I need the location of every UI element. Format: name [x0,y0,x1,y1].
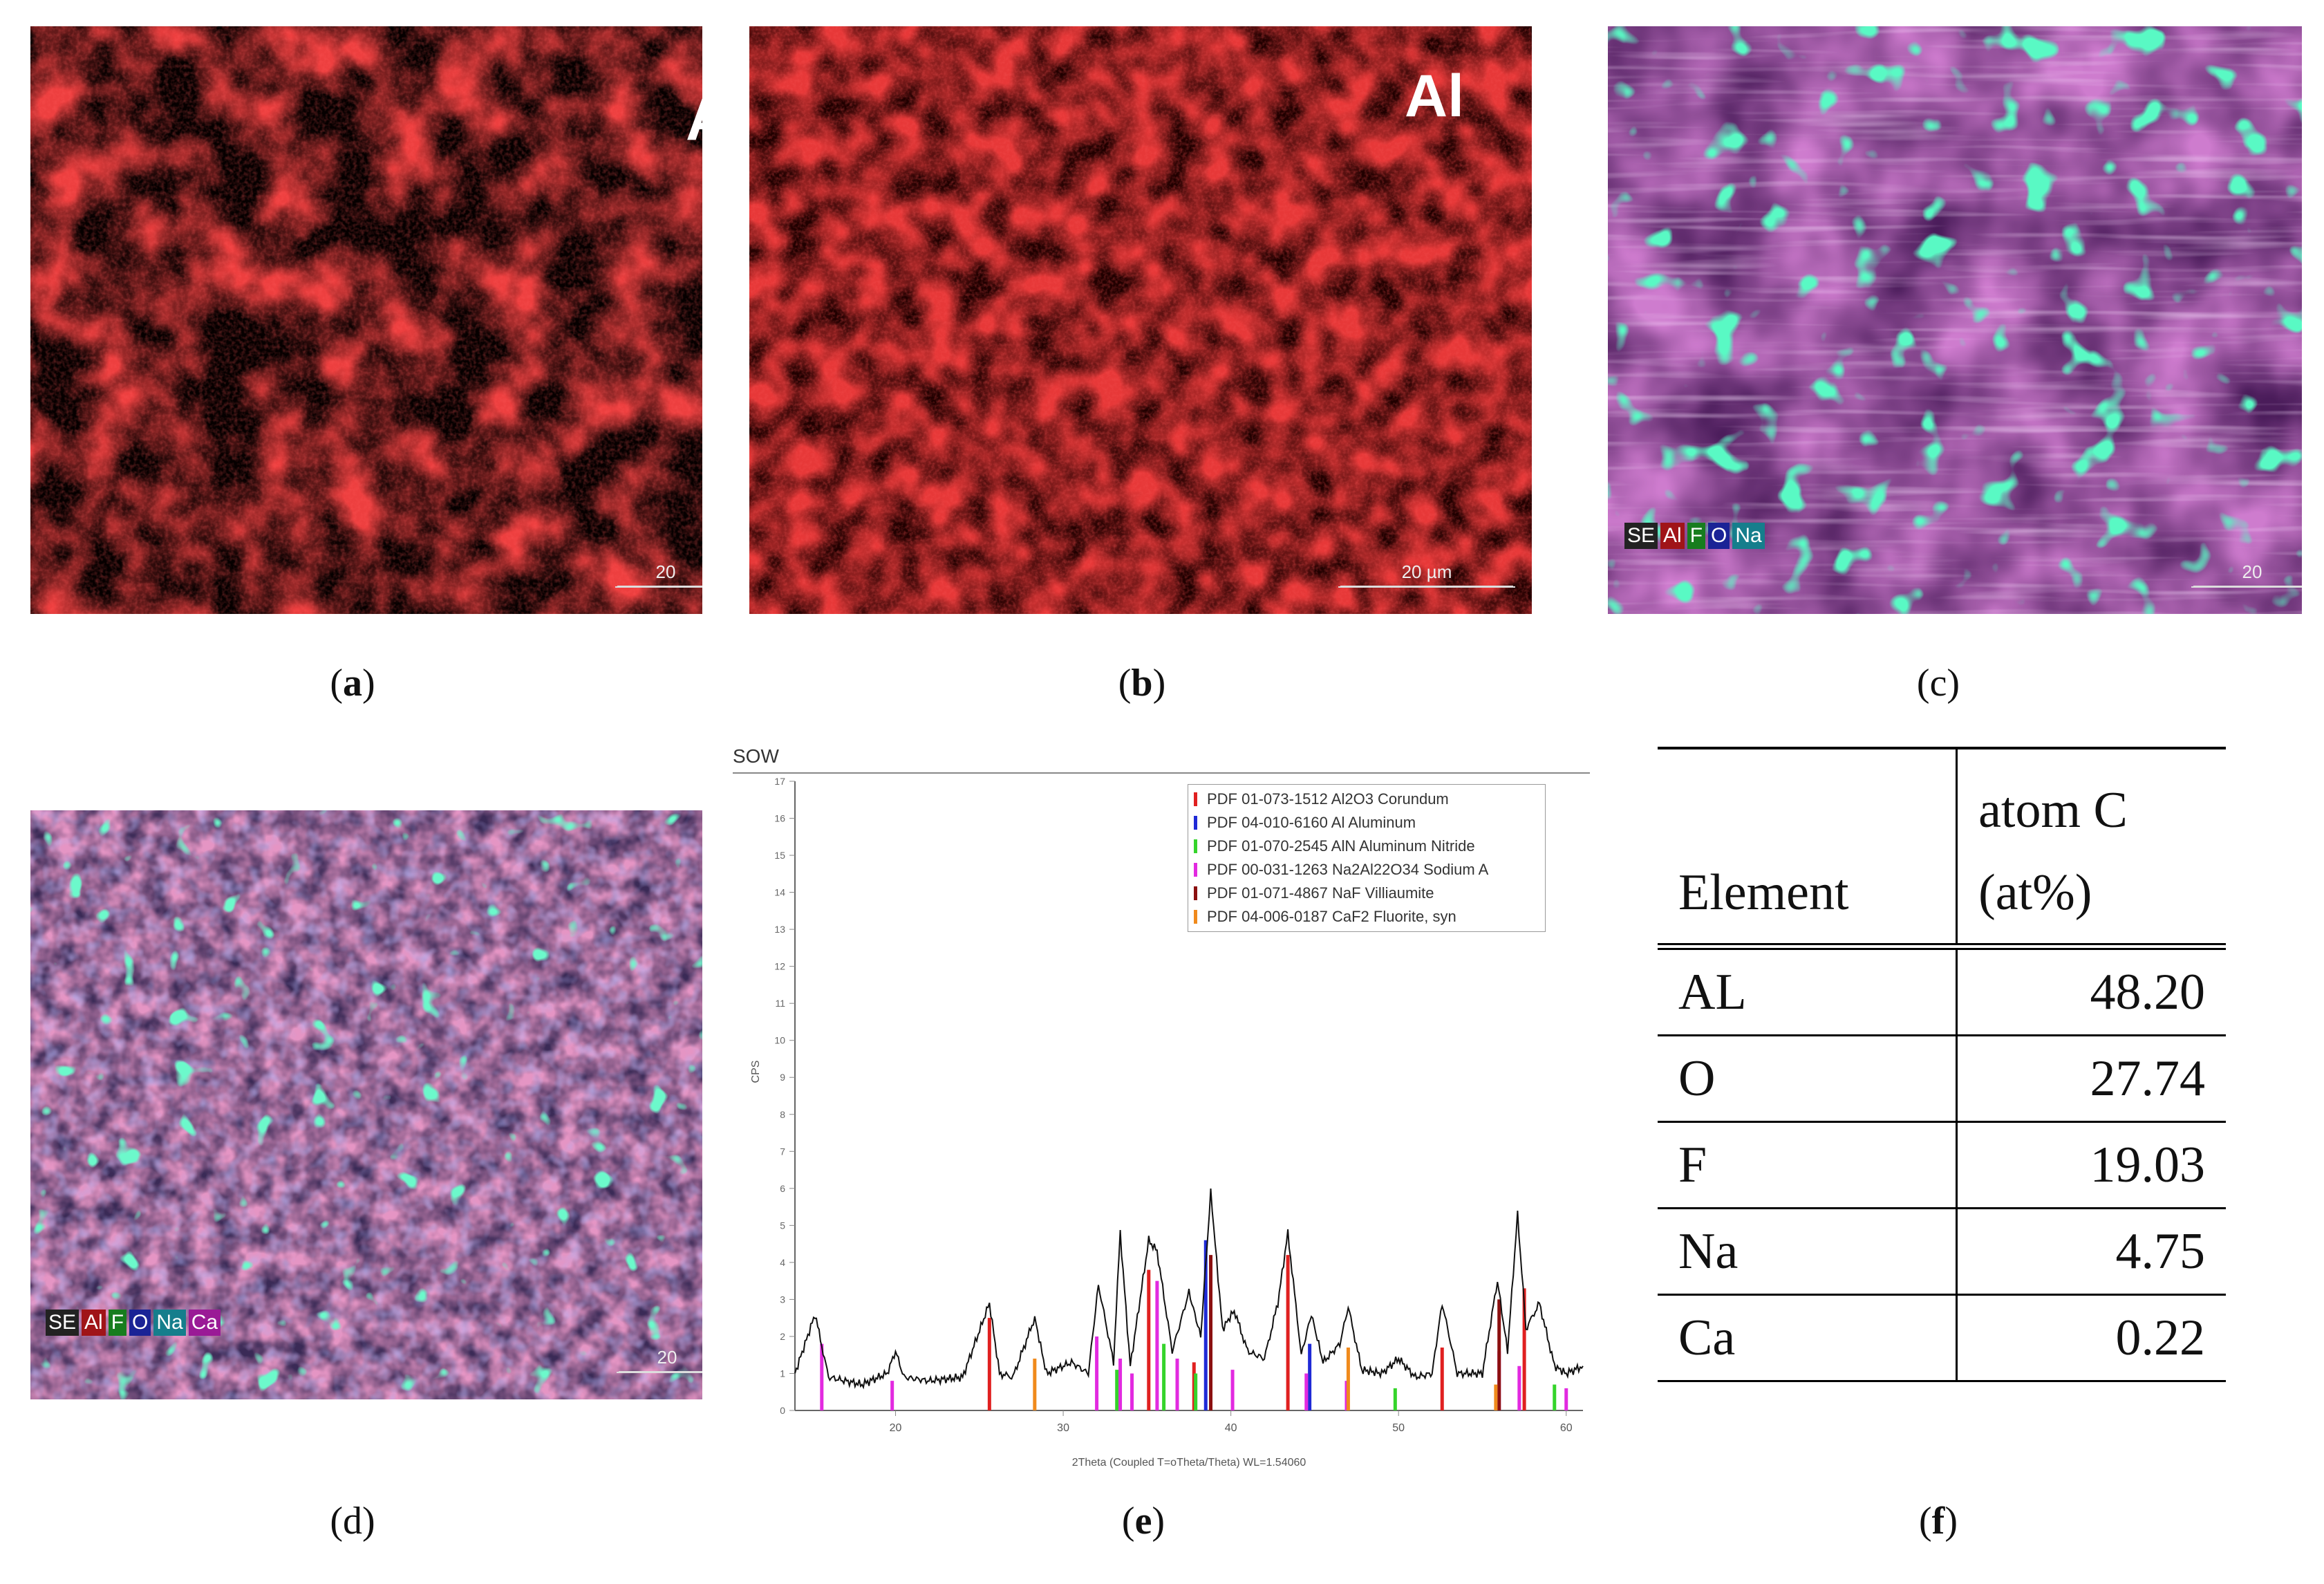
phase-row: PDF 01-071-4867 NaF Villiaumite [1194,882,1539,905]
table-row: AL 48.20 [1658,947,2226,1036]
phase-swatch [1194,816,1197,830]
legend-na: Na [153,1310,186,1336]
caption-a: (a) [330,662,375,705]
al-map-image-b [749,26,1532,614]
cell-element: Ca [1658,1294,1958,1381]
y-tick-label: 8 [780,1109,785,1120]
legend-al: Al [1660,523,1685,549]
header-element: Element [1658,748,1958,947]
y-tick-label: 12 [774,961,785,972]
phase-row: PDF 01-070-2545 AlN Aluminum Nitride [1194,835,1539,858]
header-value: atom C (at%) [1978,782,2128,921]
phase-swatch [1194,910,1197,924]
caption-b: (b) [1118,662,1166,705]
panel-d-composite-map: SE Al F O Na Ca 20 [30,810,702,1399]
cell-element: F [1658,1121,1958,1209]
composition-table: Element atom C (at%) AL 48.20 O 27.74 F 19.03… [1658,747,2226,1382]
panel-b-al-map: Al 20 µm [749,26,1532,614]
y-tick-label: 16 [774,813,785,824]
x-tick-label: 30 [1057,1422,1069,1434]
legend-o: O [1708,523,1730,549]
cell-value: 48.20 [2090,963,2206,1021]
x-axis-label: 2Theta (Coupled T=oTheta/Theta) WL=1.540… [1072,1457,1306,1469]
y-tick-label: 3 [780,1294,785,1305]
cell-value: 27.74 [2090,1050,2206,1107]
legend-ca: Ca [188,1310,221,1336]
y-tick-label: 11 [775,998,785,1009]
element-label-al: Al [1405,63,1464,129]
cell-element: AL [1658,947,1958,1036]
y-axis-label: CPS [750,1061,762,1083]
scale-bar: 20 [617,1347,702,1373]
table-row: Ca 0.22 [1658,1294,2226,1381]
legend-al: Al [82,1310,106,1336]
phase-swatch [1194,863,1197,877]
phase-swatch [1194,886,1197,900]
xrd-title: SOW [733,745,779,767]
legend-f: F [108,1310,127,1336]
scale-bar: 20 [2191,561,2302,588]
cell-value: 4.75 [2115,1222,2206,1280]
phase-row: PDF 00-031-1263 Na2Al22O34 Sodium A [1194,858,1539,882]
y-tick-label: 2 [780,1331,785,1342]
composite-map-image-d [30,810,702,1399]
scale-bar: 20 µm [1338,561,1515,588]
y-tick-label: 4 [780,1257,785,1268]
phase-row: PDF 04-010-6160 Al Aluminum [1194,811,1539,835]
series-sow-line [794,1189,1584,1390]
legend-na: Na [1732,523,1765,549]
caption-f: (f) [1919,1500,1958,1543]
phase-row: PDF 01-073-1512 Al2O3 Corundum [1194,788,1539,811]
al-map-image-a [30,26,702,614]
panel-a-al-map: A 20 [30,26,702,614]
y-tick-label: 6 [780,1183,785,1194]
y-tick-label: 14 [774,887,785,898]
legend-o: O [129,1310,151,1336]
cell-element: O [1658,1035,1958,1122]
xrd-phase-legend: PDF 01-073-1512 Al2O3 Corundum PDF 04-01… [1188,784,1546,932]
x-tick-label: 20 [890,1422,902,1434]
y-tick-label: 15 [774,850,785,861]
caption-c: (c) [1916,662,1960,705]
legend-f: F [1687,523,1706,549]
cell-value: 0.22 [2115,1309,2206,1366]
y-tick-label: 13 [774,924,785,935]
panel-c-composite-map: SE Al F O Na 20 [1608,26,2302,614]
caption-d: (d) [330,1500,375,1543]
phase-swatch [1194,839,1197,853]
y-tick-label: 5 [780,1220,785,1231]
table-row: O 27.74 [1658,1035,2226,1122]
y-tick-label: 10 [774,1035,785,1046]
x-tick-label: 60 [1560,1422,1573,1434]
element-label-partial: A [686,86,702,154]
legend-se: SE [46,1310,79,1336]
y-tick-label: 7 [780,1146,785,1157]
y-tick-label: 9 [780,1072,785,1083]
element-legend: SE Al F O Na Ca [46,1310,221,1336]
cell-element: Na [1658,1208,1958,1295]
element-legend: SE Al F O Na [1624,523,1765,549]
scale-bar: 20 [615,561,702,588]
y-tick-label: 17 [774,776,785,787]
y-tick-label: 0 [780,1405,785,1416]
panel-e-xrd-pattern: SOW 0 1 2 3 4 5 6 7 8 9 10 11 12 13 14 15 16 17 20 30 40 50 60… [733,740,1590,1473]
table-header-row: Element atom C (at%) [1658,748,2226,947]
table-row: Na 4.75 [1658,1208,2226,1295]
phase-row: PDF 04-006-0187 CaF2 Fluorite, syn [1194,905,1539,929]
cell-value: 19.03 [2090,1136,2206,1193]
table-row: F 19.03 [1658,1121,2226,1209]
caption-e: (e) [1121,1500,1165,1543]
x-tick-label: 50 [1392,1422,1405,1434]
x-tick-label: 40 [1225,1422,1237,1434]
phase-swatch [1194,792,1197,806]
legend-se: SE [1624,523,1658,549]
y-tick-label: 1 [780,1368,785,1379]
composite-map-image-c [1608,26,2302,614]
